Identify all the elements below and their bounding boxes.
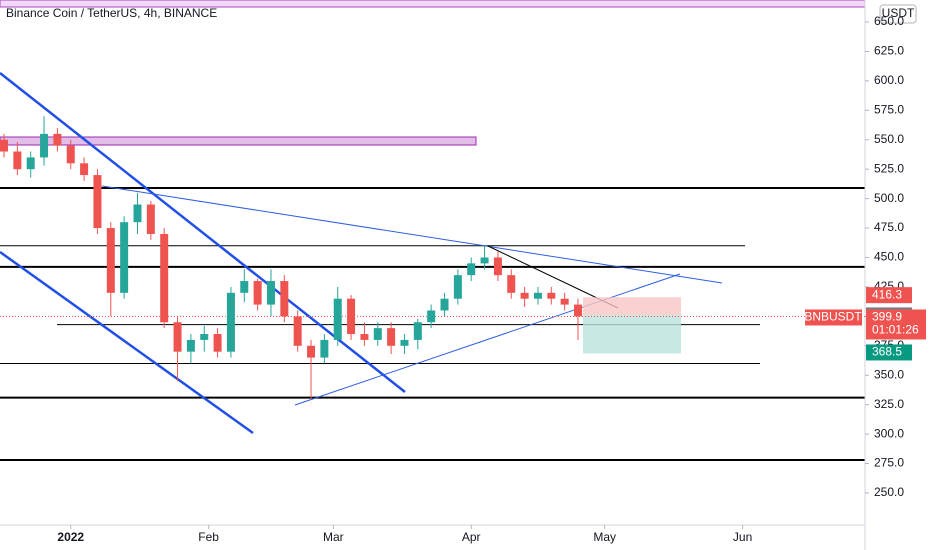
candle-body: [320, 339, 329, 358]
price-tag: [866, 344, 912, 361]
y-tick-label: 450.0: [874, 250, 904, 264]
candle-body: [93, 175, 102, 229]
price-tag: [866, 309, 926, 340]
candle-body: [373, 328, 382, 340]
chart-title: Binance Coin / TetherUS, 4h, BINANCE: [6, 6, 217, 20]
candle-body: [520, 292, 529, 299]
candle-body: [467, 263, 476, 276]
y-tick-label: 525.0: [874, 161, 904, 175]
candle-body: [560, 298, 569, 305]
y-tick-label: 600.0: [874, 73, 904, 87]
candle-body: [533, 292, 542, 299]
candle-body: [80, 163, 89, 176]
target-zone: [583, 315, 681, 354]
candle-body: [547, 292, 556, 299]
price-tag-label: 368.5: [872, 345, 902, 359]
symbol-tag: [805, 309, 862, 326]
candle-body: [106, 228, 115, 293]
candle-body: [453, 275, 462, 299]
candle-body: [253, 281, 262, 305]
candle-body: [200, 334, 209, 340]
y-tick-label: 250.0: [874, 485, 904, 499]
y-tick-label: 275.0: [874, 456, 904, 470]
candle-body: [13, 151, 22, 170]
candle-body: [440, 298, 449, 311]
candle-body: [240, 281, 249, 293]
symbol-label: BNBUSDT: [804, 310, 862, 324]
x-tick-label: May: [593, 530, 616, 544]
candle-body: [480, 257, 489, 264]
candle-body: [266, 281, 275, 305]
trend-line: [101, 185, 723, 284]
candle-body: [574, 304, 583, 317]
x-tick-label: Mar: [323, 530, 344, 544]
candle-body: [387, 328, 396, 346]
y-tick-label: 550.0: [874, 132, 904, 146]
y-tick-label: 300.0: [874, 426, 904, 440]
candle-body: [213, 334, 222, 352]
price-tag-label: 399.9: [872, 310, 902, 324]
candle-body: [280, 281, 289, 317]
y-tick-label: 350.0: [874, 367, 904, 381]
candle-body: [307, 345, 316, 358]
candle-body: [226, 292, 235, 352]
y-tick-label: 475.0: [874, 220, 904, 234]
candle-body: [507, 275, 516, 293]
candle-body: [413, 322, 422, 340]
candle-body: [0, 139, 9, 152]
x-tick-label: Jun: [733, 530, 752, 544]
x-tick-label: Apr: [462, 530, 481, 544]
trend-line: [294, 273, 681, 406]
candle-body: [347, 298, 356, 335]
candle-body: [173, 322, 182, 352]
candle-body: [120, 222, 129, 293]
candle-body: [133, 204, 142, 223]
countdown: 01:01:26: [872, 323, 919, 337]
price-tag-label: 416.3: [872, 287, 902, 301]
currency-box[interactable]: [879, 4, 917, 24]
x-tick-label: 2022: [57, 530, 84, 544]
candle-body: [160, 233, 169, 323]
trend-line: [0, 250, 254, 435]
candle-body: [427, 310, 436, 323]
candle-body: [400, 339, 409, 346]
currency: USDT: [882, 6, 915, 20]
candle-body: [360, 334, 369, 340]
y-tick-label: 500.0: [874, 191, 904, 205]
zone-box: [0, 136, 477, 146]
candle-body: [40, 133, 49, 158]
x-tick-label: Feb: [198, 530, 219, 544]
candle-body: [333, 298, 342, 340]
y-tick-label: 325.0: [874, 397, 904, 411]
candle-body: [53, 133, 62, 146]
candle-body: [26, 157, 35, 170]
candle-body: [293, 316, 302, 346]
y-tick-label: 625.0: [874, 44, 904, 58]
price-tag: [866, 287, 912, 304]
y-tick-label: 650.0: [874, 14, 904, 28]
stop-zone: [583, 297, 681, 316]
y-tick-label: 575.0: [874, 102, 904, 116]
candle-body: [66, 145, 75, 164]
candle-body: [493, 257, 502, 276]
candle-body: [146, 204, 155, 234]
candle-body: [186, 339, 195, 352]
